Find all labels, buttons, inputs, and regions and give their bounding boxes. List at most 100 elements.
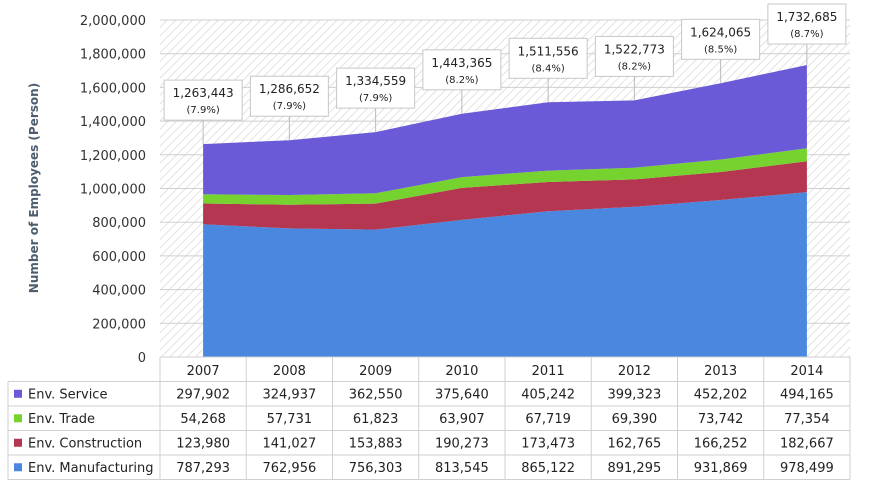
table-cell: 54,268	[180, 412, 226, 427]
legend-swatch	[14, 414, 22, 423]
table-cell: 494,165	[780, 388, 834, 403]
x-tick-label: 2008	[273, 364, 306, 379]
table-cell: 61,823	[353, 412, 399, 427]
y-tick-label: 800,000	[92, 216, 146, 231]
x-tick-label: 2012	[618, 364, 651, 379]
total-value-label: 1,624,065	[690, 25, 751, 39]
table-row: Env. Manufacturing 787,293 762,956 756,303 8…	[14, 461, 834, 476]
legend-swatch	[14, 463, 22, 472]
total-box	[681, 18, 761, 60]
data-table: 2007 2008 2009 2010 2011 2012 2013 2014 Env. Ser…	[7, 356, 851, 480]
table-cell: 297,902	[176, 388, 230, 403]
y-axis-label: Number of Employees (Person)	[27, 83, 41, 293]
total-share-label: (8.5%)	[704, 44, 737, 55]
total-share-label: (7.9%)	[187, 105, 220, 116]
area-env-trade	[203, 148, 807, 205]
total-share-label: (7.9%)	[359, 93, 392, 104]
x-tick-label: 2013	[704, 364, 737, 379]
area-env-manufacturing	[203, 192, 807, 357]
legend-label: Env. Manufacturing	[28, 461, 154, 476]
total-share-label: (8.4%)	[532, 63, 565, 74]
total-share-label: (8.2%)	[618, 61, 651, 72]
x-tick-label: 2007	[187, 364, 220, 379]
total-box	[249, 75, 329, 117]
total-value-label: 1,511,556	[518, 44, 579, 58]
y-tick-label: 1,200,000	[80, 149, 146, 164]
total-annotation: 1,511,556 (8.4%)	[508, 37, 588, 103]
total-box	[422, 49, 502, 91]
y-tick-label: 600,000	[92, 250, 146, 265]
table-cell: 978,499	[780, 461, 834, 476]
table-cell: 63,907	[439, 412, 485, 427]
total-value-label: 1,263,443	[173, 86, 234, 100]
table-row: Env. Service 297,902 324,937 362,550 375,640…	[14, 388, 834, 403]
total-box	[508, 37, 588, 79]
y-axis-ticks: 0 200,000 400,000 600,000 800,000 1,000,000 1,…	[80, 14, 146, 366]
total-box	[594, 35, 674, 77]
legend-label: Env. Trade	[28, 412, 95, 427]
legend-swatch	[14, 389, 22, 398]
table-row: Env. Construction 123,980 141,027 153,883 19…	[14, 437, 834, 452]
total-annotation: 1,522,773 (8.2%)	[594, 35, 674, 101]
table-row: Env. Trade 54,268 57,731 61,823 63,907 67,719…	[14, 412, 830, 427]
total-annotations: 1,263,443 (7.9%) 1,286,652 (7.9%) 1,334,559 (…	[163, 3, 847, 145]
table-cell: 182,667	[780, 437, 834, 452]
table-cell: 399,323	[607, 388, 661, 403]
y-tick-label: 200,000	[92, 317, 146, 332]
table-cell: 813,545	[435, 461, 489, 476]
table-cell: 166,252	[694, 437, 748, 452]
legend-label: Env. Construction	[28, 437, 142, 452]
table-cell: 73,742	[698, 412, 744, 427]
table-cell: 865,122	[521, 461, 575, 476]
table-cell: 141,027	[262, 437, 316, 452]
table-cell: 173,473	[521, 437, 575, 452]
table-cell: 362,550	[349, 388, 403, 403]
total-box	[336, 67, 416, 109]
y-tick-label: 1,800,000	[80, 48, 146, 63]
legend-label: Env. Service	[28, 388, 107, 403]
x-tick-label: 2009	[359, 364, 392, 379]
table-cell: 190,273	[435, 437, 489, 452]
legend-swatch	[14, 438, 22, 447]
table-cell: 931,869	[694, 461, 748, 476]
total-share-label: (8.2%)	[445, 75, 478, 86]
table-cell: 405,242	[521, 388, 575, 403]
table-cell: 375,640	[435, 388, 489, 403]
total-value-label: 1,522,773	[604, 42, 665, 56]
total-annotation: 1,263,443 (7.9%)	[163, 79, 243, 145]
y-tick-label: 400,000	[92, 284, 146, 299]
total-value-label: 1,443,365	[431, 56, 492, 70]
x-tick-label: 2014	[790, 364, 823, 379]
total-share-label: (8.7%)	[790, 29, 823, 40]
y-tick-label: 2,000,000	[80, 14, 146, 29]
total-share-label: (7.9%)	[273, 101, 306, 112]
x-tick-label: 2010	[445, 364, 478, 379]
total-value-label: 1,286,652	[259, 82, 320, 96]
area-env-service	[203, 65, 807, 195]
total-annotation: 1,443,365 (8.2%)	[422, 49, 502, 114]
total-box	[163, 79, 243, 121]
total-annotation: 1,624,065 (8.5%)	[681, 18, 761, 84]
area-env-construction	[203, 161, 807, 230]
y-tick-label: 1,600,000	[80, 81, 146, 96]
table-cell: 67,719	[525, 412, 571, 427]
total-value-label: 1,334,559	[345, 74, 406, 88]
table-cell: 162,765	[607, 437, 661, 452]
table-cell: 57,731	[267, 412, 313, 427]
table-cell: 762,956	[262, 461, 316, 476]
total-annotation: 1,286,652 (7.9%)	[249, 75, 329, 141]
total-annotation: 1,732,685 (8.7%)	[767, 3, 847, 66]
area-series	[203, 65, 807, 357]
table-cell: 891,295	[607, 461, 661, 476]
table-cell: 452,202	[694, 388, 748, 403]
table-cell: 324,937	[262, 388, 316, 403]
x-tick-label: 2011	[532, 364, 565, 379]
table-cell: 756,303	[349, 461, 403, 476]
y-tick-label: 1,400,000	[80, 115, 146, 130]
total-annotation: 1,334,559 (7.9%)	[336, 67, 416, 133]
total-value-label: 1,732,685	[776, 10, 837, 24]
table-cell: 153,883	[349, 437, 403, 452]
y-tick-label: 0	[138, 351, 146, 366]
